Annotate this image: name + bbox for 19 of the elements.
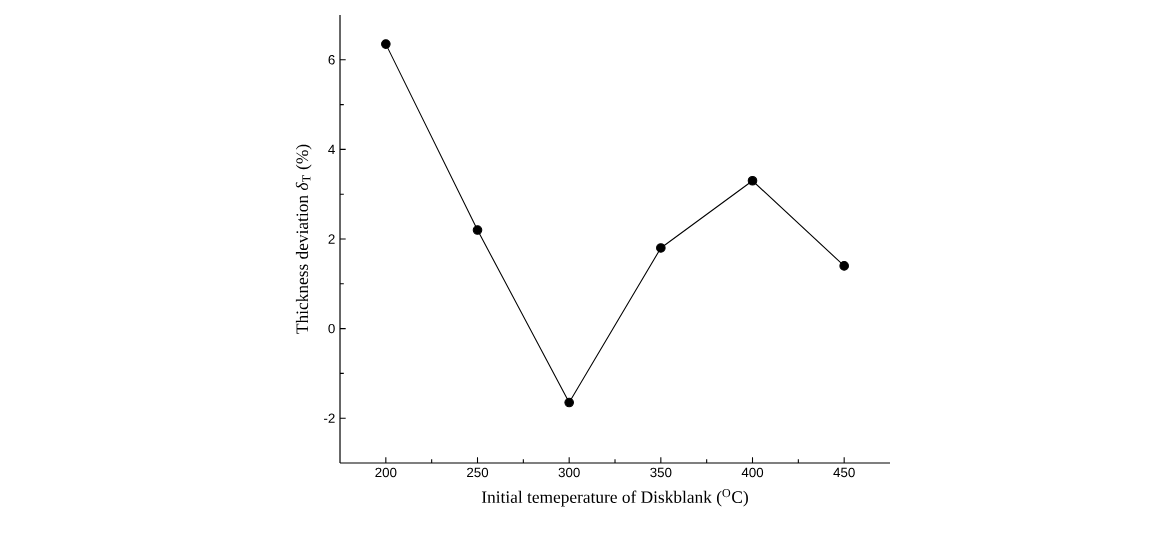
point (747, 175, 758, 186)
x-tick-label: 250 (467, 467, 489, 478)
x-tick-label: 300 (558, 467, 580, 478)
x-tick-label: 450 (833, 467, 855, 478)
point (381, 39, 391, 49)
y-axis-title: Thickness deviation δ$_{T}$ (%) (295, 144, 312, 334)
x-tick-label: 350 (650, 467, 672, 478)
y-tick-label: 2 (328, 234, 335, 244)
x-axis-title: Initial temeperature of Diskblank ($^{O}$C) (481, 488, 748, 507)
point (656, 243, 666, 253)
point (472, 225, 483, 235)
point (839, 261, 849, 271)
y-tick-label: -2 (324, 413, 335, 423)
y-tick-label: 6 (328, 55, 335, 65)
x-tick-label: 200 (375, 467, 397, 478)
y-tick-label: 0 (328, 323, 335, 334)
point (564, 397, 574, 408)
x-tick-label: 400 (741, 467, 764, 478)
y-tick-label: 4 (328, 144, 335, 154)
